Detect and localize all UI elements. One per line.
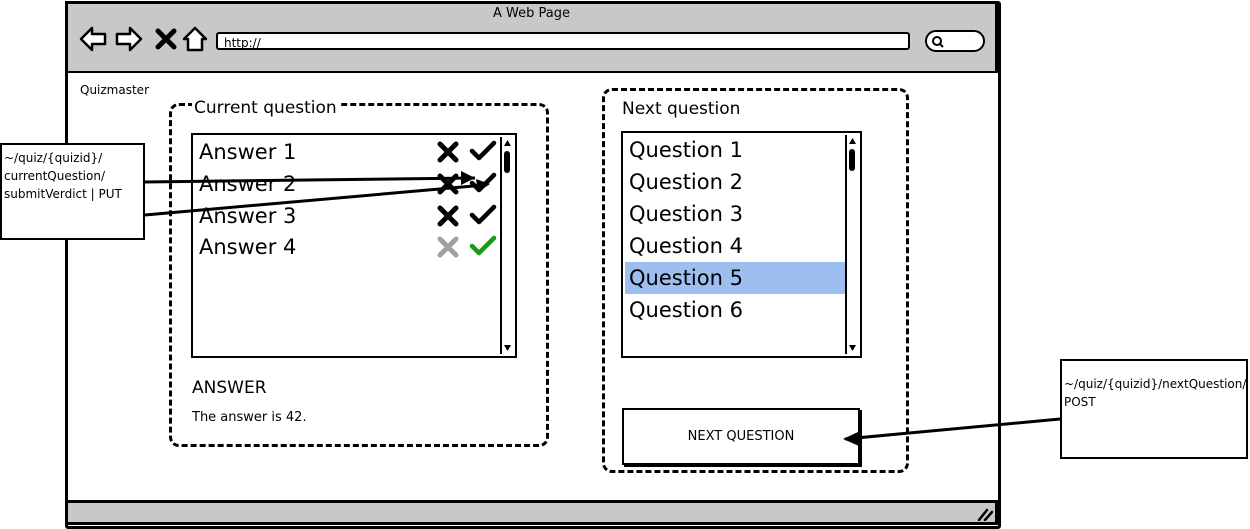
answer-text: The answer is 42. [192,410,307,425]
scroll-down-icon[interactable] [848,343,857,353]
accept-icon[interactable] [469,139,497,163]
question-item-selected[interactable]: Question 5 [629,266,743,290]
next-endpoint-note: ~/quiz/{quizid}/nextQuestion/ POST [1060,359,1248,459]
question-item[interactable]: Question 1 [629,138,743,162]
back-icon[interactable] [78,24,108,54]
answer-item[interactable]: Answer 2 [199,172,297,196]
scroll-down-icon[interactable] [503,343,512,353]
scroll-up-icon[interactable] [848,136,857,146]
scroll-thumb[interactable] [504,151,510,173]
note-line: currentQuestion/ [4,169,106,183]
note-line: ~/quiz/{quizid}/ [4,151,103,165]
note-line: POST [1064,395,1096,409]
next-question-panel [602,88,909,473]
stop-icon[interactable] [151,24,181,54]
home-icon[interactable] [180,24,210,54]
question-item[interactable]: Question 3 [629,202,743,226]
search-icon [932,36,944,48]
note-line: submitVerdict | PUT [4,187,122,201]
url-bar[interactable]: http:// [216,32,910,50]
answer-item[interactable]: Answer 4 [199,235,297,259]
current-question-title: Current question [192,98,339,118]
next-question-button[interactable]: NEXT QUESTION [622,408,860,465]
reject-icon[interactable] [436,204,460,228]
reject-icon[interactable] [436,172,460,196]
question-item[interactable]: Question 2 [629,170,743,194]
answer-item[interactable]: Answer 1 [199,140,297,164]
scroll-up-icon[interactable] [503,138,512,148]
resize-grip-icon[interactable] [977,507,993,521]
app-name: Quizmaster [80,83,149,97]
accept-icon[interactable] [469,203,497,227]
question-item[interactable]: Question 6 [629,298,743,322]
answer-item[interactable]: Answer 3 [199,204,297,228]
reject-icon[interactable] [436,140,460,164]
accept-icon[interactable] [469,171,497,195]
window-title: A Web Page [493,6,570,21]
questions-list[interactable]: Question 1 Question 2 Question 3 Questio… [621,131,862,358]
next-question-title: Next question [622,99,741,119]
answer-heading: ANSWER [192,378,267,398]
current-question-panel [169,103,549,447]
accept-icon-active[interactable] [469,234,497,258]
note-line: ~/quiz/{quizid}/nextQuestion/ [1064,377,1247,391]
scroll-thumb[interactable] [849,149,855,171]
selected-row-highlight [625,262,845,294]
browser-search-field[interactable] [925,30,985,52]
status-bar [65,500,998,525]
verdict-endpoint-note: ~/quiz/{quizid}/ currentQuestion/ submit… [0,143,145,240]
question-item[interactable]: Question 4 [629,234,743,258]
forward-icon[interactable] [114,24,144,54]
answers-list[interactable]: Answer 1 Answer 2 Answer 3 Answer 4 [191,133,517,358]
answers-scrollbar[interactable] [500,137,513,354]
questions-scrollbar[interactable] [845,135,858,354]
reject-icon-inactive[interactable] [436,235,460,259]
